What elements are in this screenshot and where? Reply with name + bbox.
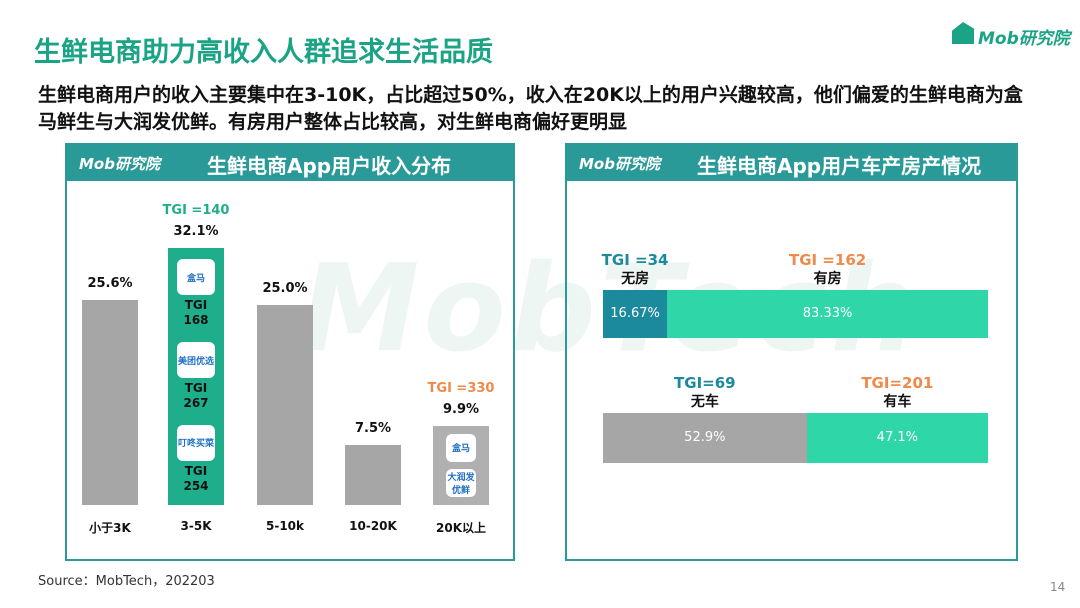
logo-icon xyxy=(952,22,974,44)
app-icon: 盒马 xyxy=(177,259,215,296)
legend-label: 有房 xyxy=(813,271,842,287)
x-tick-label: 小于3K xyxy=(89,521,131,535)
value-label: 7.5% xyxy=(354,421,392,436)
app-icon: 美团优选 xyxy=(177,342,215,379)
tgi-label: TGI =140 xyxy=(162,203,230,219)
value-label: 25.6% xyxy=(87,276,133,292)
x-tick-label: 3-5K xyxy=(180,519,212,533)
app-block: 大润发优鲜 xyxy=(446,469,476,498)
tgi-label: TGI=201 xyxy=(861,374,934,392)
value-label: 16.67% xyxy=(610,306,660,321)
value-label: 25.0% xyxy=(262,281,308,296)
app-block: 盒马 TGI 168 xyxy=(177,259,215,328)
panel-logo: Mob研究院 xyxy=(79,155,160,173)
x-tick-label: 20K以上 xyxy=(436,521,486,535)
asset-panel: Mob研究院 生鲜电商App用户车产房产情况 xyxy=(565,143,1018,561)
tgi-label: TGI =34 xyxy=(601,251,669,269)
legend-label: 无车 xyxy=(690,394,719,410)
app-block: 盒马 xyxy=(446,433,476,462)
app-tgi: TGI 168 xyxy=(183,298,209,328)
value-label: 47.1% xyxy=(876,430,918,445)
bar-segment xyxy=(806,413,988,463)
panel-header: Mob研究院 生鲜电商App用户车产房产情况 xyxy=(567,145,1016,181)
app-icon: 叮咚买菜 xyxy=(177,424,215,461)
legend-label: 无房 xyxy=(621,271,650,287)
subtitle: 生鲜电商用户的收入主要集中在3-10K，占比超过50%，收入在20K以上的用户兴… xyxy=(38,84,1023,133)
panel-title: 生鲜电商App用户车产房产情况 xyxy=(697,154,982,178)
bar: 盒马 TGI 168 美团优选 TGI 267 叮咚买菜 TGI 254 xyxy=(168,248,224,505)
bar xyxy=(345,445,401,505)
slide-title: 生鲜电商助力高收入人群追求生活品质 xyxy=(34,37,493,68)
app-tgi: TGI 254 xyxy=(183,463,209,493)
app-block: 美团优选 TGI 267 xyxy=(177,342,215,411)
bar-segment xyxy=(603,290,668,338)
panel-header: Mob研究院 生鲜电商App用户收入分布 xyxy=(67,145,513,181)
bar-segment xyxy=(603,413,807,463)
app-icon: 盒马 xyxy=(446,433,476,462)
value-label: 52.9% xyxy=(684,430,726,445)
app-tgi: TGI 267 xyxy=(183,381,209,411)
source: Source：MobTech，202203 xyxy=(38,574,215,589)
value-label: 83.33% xyxy=(802,306,853,321)
x-tick-label: 5-10k xyxy=(265,519,305,533)
value-label: 32.1% xyxy=(173,224,219,240)
legend-label: 有车 xyxy=(883,394,912,410)
page-number: 14 xyxy=(1050,580,1066,594)
value-label: 9.9% xyxy=(442,401,480,417)
logo: Mob研究院 xyxy=(978,29,1070,49)
app-icon: 大润发优鲜 xyxy=(446,469,476,498)
bar-segment xyxy=(667,290,988,338)
panel-title: 生鲜电商App用户收入分布 xyxy=(207,154,452,178)
tgi-label: TGI=69 xyxy=(674,374,736,392)
bar xyxy=(82,300,138,505)
x-tick-label: 10-20K xyxy=(349,519,397,533)
income-panel: Mob研究院 生鲜电商App用户收入分布 xyxy=(65,143,515,561)
bar xyxy=(257,305,313,505)
panel-logo: Mob研究院 xyxy=(579,155,660,173)
app-block: 叮咚买菜 TGI 254 xyxy=(177,424,215,494)
tgi-label: TGI =330 xyxy=(427,380,495,396)
tgi-label: TGI =162 xyxy=(788,251,867,269)
bar: 盒马 大润发优鲜 xyxy=(433,425,489,505)
